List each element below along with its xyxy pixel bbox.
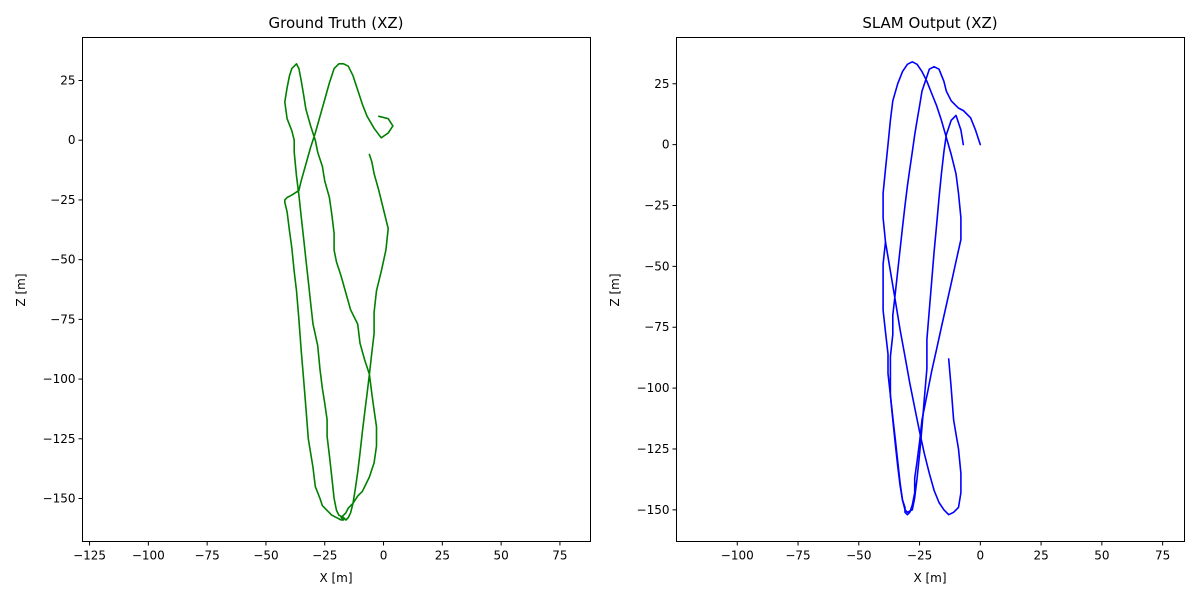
x-tick-label: −50 — [253, 549, 278, 563]
y-tick-label: −25 — [50, 193, 75, 207]
y-tick-label: −125 — [637, 442, 670, 456]
chart-title: SLAM Output (XZ) — [862, 14, 997, 32]
x-tick-label: 0 — [977, 549, 985, 563]
chart-slam-output: SLAM Output (XZ) X [m] Z [m] −100 −75 −50−… — [608, 14, 1185, 585]
x-tick-label: 75 — [552, 549, 567, 563]
y-axis-label: Z [m] — [14, 273, 28, 306]
y-axis-label: Z [m] — [608, 273, 622, 306]
x-axis-label: X [m] — [913, 571, 946, 585]
trajectory-line — [882, 114, 965, 514]
y-tick-label: −25 — [644, 199, 669, 213]
y-tick-label: −150 — [637, 503, 670, 517]
x-tick-label: 25 — [435, 549, 450, 563]
trajectory-line — [882, 60, 982, 516]
series-layer — [882, 60, 982, 516]
x-tick-label: −125 — [73, 549, 106, 563]
chart-title: Ground Truth (XZ) — [269, 14, 404, 32]
y-tick-label: −50 — [50, 253, 75, 267]
x-tick-label: 50 — [493, 549, 508, 563]
x-tick-label: −25 — [907, 549, 932, 563]
y-tick-label: −75 — [50, 312, 75, 326]
chart-ground-truth: Ground Truth (XZ) X [m] Z [m] −125 −100 −7… — [14, 14, 591, 585]
trajectory-line — [283, 62, 394, 521]
x-tick-label: −25 — [312, 549, 337, 563]
x-tick-label: −100 — [721, 549, 754, 563]
y-tick-label: −75 — [644, 320, 669, 334]
ticks-layer: −125 −100 −75 −50 −25 0 25 50 75 25 0 −25 −50 −75 −100… — [43, 73, 568, 562]
x-tick-label: −75 — [194, 549, 219, 563]
y-tick-label: 0 — [68, 133, 76, 147]
y-tick-label: 25 — [60, 73, 75, 87]
x-tick-label: 75 — [1155, 549, 1170, 563]
x-tick-label: −100 — [132, 549, 165, 563]
x-tick-label: 50 — [1094, 549, 1109, 563]
plot-frame — [676, 37, 1185, 542]
y-tick-label: −150 — [43, 492, 76, 506]
x-tick-label: −50 — [846, 549, 871, 563]
y-tick-label: −100 — [43, 372, 76, 386]
y-tick-label: −125 — [43, 432, 76, 446]
x-tick-label: 0 — [380, 549, 388, 563]
plot-frame — [82, 37, 591, 542]
y-tick-label: 0 — [662, 138, 670, 152]
y-tick-label: −100 — [637, 381, 670, 395]
ticks-layer: −100 −75 −50 −25 0 25 50 75 25 0 −25 −50 −75 −100 −125… — [637, 77, 1171, 563]
x-axis-label: X [m] — [319, 571, 352, 585]
series-layer — [283, 62, 394, 521]
x-tick-label: −75 — [785, 549, 810, 563]
y-tick-label: −50 — [644, 259, 669, 273]
x-tick-label: 25 — [1033, 549, 1048, 563]
y-tick-label: 25 — [654, 77, 669, 91]
